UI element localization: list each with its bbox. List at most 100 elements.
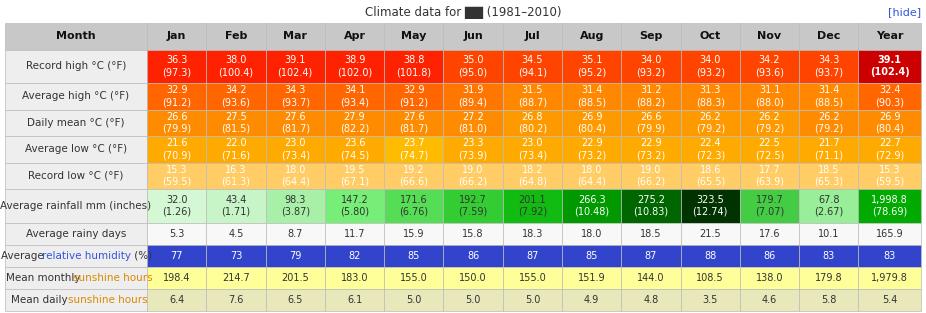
Text: 179.7
(7.07): 179.7 (7.07)	[755, 195, 784, 217]
Text: Average high °C (°F): Average high °C (°F)	[22, 91, 130, 101]
Text: Average rainfall mm (inches): Average rainfall mm (inches)	[0, 201, 152, 211]
Bar	[147, 110, 206, 136]
Bar	[621, 223, 681, 244]
Text: 85: 85	[407, 250, 420, 260]
Text: 87: 87	[644, 250, 657, 260]
Text: 27.2
(81.0): 27.2 (81.0)	[458, 112, 488, 134]
Text: Oct: Oct	[700, 31, 720, 41]
Bar	[562, 162, 621, 189]
Text: 18.5: 18.5	[640, 228, 662, 239]
Text: 39.1
(102.4): 39.1 (102.4)	[870, 55, 909, 77]
Bar	[621, 49, 681, 83]
Bar	[681, 189, 740, 223]
Text: 18.2
(64.8): 18.2 (64.8)	[518, 165, 547, 187]
Bar	[444, 244, 503, 266]
Bar	[858, 110, 921, 136]
Text: 39.1
(102.4): 39.1 (102.4)	[278, 55, 313, 77]
Bar	[740, 83, 799, 110]
Text: 5.8: 5.8	[821, 295, 836, 305]
Bar	[562, 23, 621, 49]
Text: 21.6
(70.9): 21.6 (70.9)	[162, 138, 191, 160]
Bar	[444, 23, 503, 49]
Bar	[384, 189, 444, 223]
Bar	[444, 49, 503, 83]
Bar	[384, 223, 444, 244]
Bar	[266, 110, 325, 136]
Text: 21.7
(71.1): 21.7 (71.1)	[814, 138, 844, 160]
Text: 165.9: 165.9	[876, 228, 904, 239]
Bar	[799, 23, 858, 49]
Bar	[503, 289, 562, 310]
Text: Jan: Jan	[167, 31, 186, 41]
Bar	[444, 110, 503, 136]
Bar	[384, 162, 444, 189]
Text: 15.8: 15.8	[462, 228, 484, 239]
Bar	[562, 244, 621, 266]
Bar	[562, 223, 621, 244]
Text: 38.9
(102.0): 38.9 (102.0)	[337, 55, 372, 77]
Bar	[681, 83, 740, 110]
Text: May: May	[401, 31, 427, 41]
Text: 18.5
(65.3): 18.5 (65.3)	[814, 165, 844, 187]
Bar	[621, 189, 681, 223]
Text: 32.4
(90.3): 32.4 (90.3)	[875, 85, 905, 107]
Bar	[562, 49, 621, 83]
Text: 23.3
(73.9): 23.3 (73.9)	[458, 138, 488, 160]
Text: 214.7: 214.7	[222, 273, 250, 283]
Bar	[503, 189, 562, 223]
Text: 8.7: 8.7	[288, 228, 303, 239]
Bar	[444, 223, 503, 244]
Text: 11.7: 11.7	[344, 228, 365, 239]
Bar	[681, 162, 740, 189]
Text: 15.3
(59.5): 15.3 (59.5)	[162, 165, 192, 187]
Bar	[799, 162, 858, 189]
Bar	[858, 136, 921, 162]
Text: 22.7
(72.9): 22.7 (72.9)	[875, 138, 905, 160]
Text: Climate data for ██ (1981–2010): Climate data for ██ (1981–2010)	[365, 6, 561, 19]
Bar	[444, 266, 503, 289]
Bar	[147, 162, 206, 189]
Bar	[621, 289, 681, 310]
Text: 138.0: 138.0	[756, 273, 783, 283]
Bar	[621, 23, 681, 49]
Text: 79: 79	[289, 250, 302, 260]
Text: 22.9
(73.2): 22.9 (73.2)	[636, 138, 666, 160]
Bar	[740, 162, 799, 189]
Bar	[444, 83, 503, 110]
Text: 5.4: 5.4	[882, 295, 897, 305]
Text: Daily mean °C (°F): Daily mean °C (°F)	[27, 118, 125, 128]
Text: 35.0
(95.0): 35.0 (95.0)	[458, 55, 488, 77]
Bar	[681, 110, 740, 136]
Text: Feb: Feb	[225, 31, 247, 41]
Bar	[621, 110, 681, 136]
Bar	[621, 83, 681, 110]
Bar	[562, 289, 621, 310]
Bar	[740, 49, 799, 83]
Bar	[5, 289, 147, 310]
Text: 5.3: 5.3	[169, 228, 184, 239]
Bar	[147, 223, 206, 244]
Text: 22.0
(71.6): 22.0 (71.6)	[221, 138, 251, 160]
Bar	[799, 83, 858, 110]
Bar	[444, 136, 503, 162]
Text: 34.2
(93.6): 34.2 (93.6)	[221, 85, 250, 107]
Text: sunshine hours: sunshine hours	[69, 295, 148, 305]
Text: 19.0
(66.2): 19.0 (66.2)	[636, 165, 666, 187]
Text: 67.8
(2.67): 67.8 (2.67)	[814, 195, 844, 217]
Text: 7.6: 7.6	[228, 295, 244, 305]
Text: 26.2
(79.2): 26.2 (79.2)	[695, 112, 725, 134]
Bar	[325, 162, 384, 189]
Text: 83: 83	[883, 250, 895, 260]
Bar	[444, 289, 503, 310]
Bar	[740, 189, 799, 223]
Text: 6.5: 6.5	[288, 295, 303, 305]
Bar	[562, 136, 621, 162]
Bar	[799, 244, 858, 266]
Bar	[206, 23, 266, 49]
Bar	[503, 162, 562, 189]
Text: 19.0
(66.2): 19.0 (66.2)	[458, 165, 488, 187]
Text: 27.6
(81.7): 27.6 (81.7)	[399, 112, 429, 134]
Bar	[147, 266, 206, 289]
Bar	[740, 244, 799, 266]
Text: 86: 86	[467, 250, 480, 260]
